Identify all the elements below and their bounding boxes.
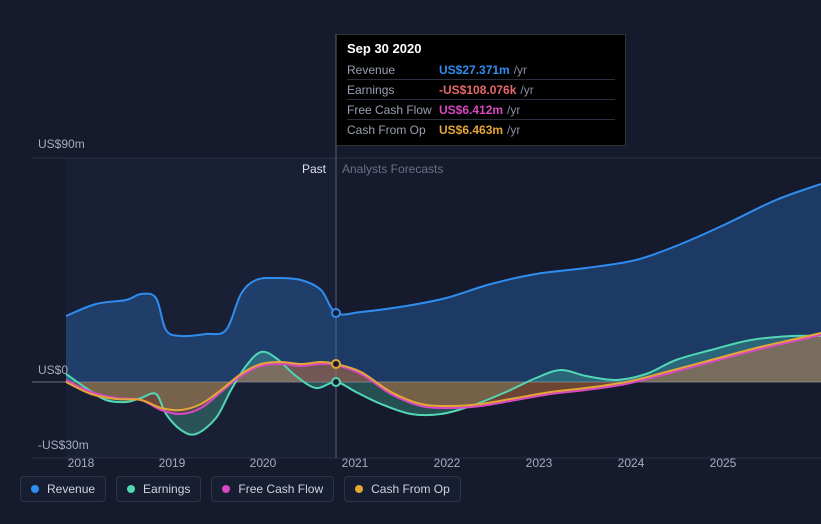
legend: Revenue Earnings Free Cash Flow Cash Fro… bbox=[20, 476, 461, 502]
legend-label-cfo: Cash From Op bbox=[371, 482, 450, 496]
legend-item-revenue[interactable]: Revenue bbox=[20, 476, 106, 502]
tooltip-row-value: -US$108.076k bbox=[439, 81, 516, 99]
x-axis-label: 2023 bbox=[526, 456, 553, 470]
tooltip: Sep 30 2020 RevenueUS$27.371m/yrEarnings… bbox=[336, 34, 626, 146]
legend-item-fcf[interactable]: Free Cash Flow bbox=[211, 476, 334, 502]
x-axis-label: 2024 bbox=[618, 456, 645, 470]
tooltip-row-value: US$6.463m bbox=[439, 121, 503, 139]
tooltip-row: RevenueUS$27.371m/yr bbox=[347, 60, 615, 79]
tooltip-row-unit: /yr bbox=[507, 121, 520, 139]
tooltip-row-value: US$27.371m bbox=[439, 61, 510, 79]
x-axis-label: 2025 bbox=[710, 456, 737, 470]
y-label-0: US$0 bbox=[38, 363, 68, 377]
x-axis-label: 2021 bbox=[342, 456, 369, 470]
tooltip-row-unit: /yr bbox=[514, 61, 527, 79]
tooltip-row-label: Free Cash Flow bbox=[347, 101, 439, 119]
tooltip-row-label: Cash From Op bbox=[347, 121, 439, 139]
x-axis-label: 2022 bbox=[434, 456, 461, 470]
x-axis-label: 2019 bbox=[159, 456, 186, 470]
legend-item-cfo[interactable]: Cash From Op bbox=[344, 476, 461, 502]
tooltip-row: Free Cash FlowUS$6.412m/yr bbox=[347, 99, 615, 119]
marker-earnings bbox=[332, 378, 340, 386]
tooltip-row: Earnings-US$108.076k/yr bbox=[347, 79, 615, 99]
tooltip-row: Cash From OpUS$6.463m/yr bbox=[347, 119, 615, 139]
financial-chart: US$90m US$0 -US$30m 2018 2019 2020 2021 2022… bbox=[16, 16, 805, 508]
region-label-forecast: Analysts Forecasts bbox=[342, 162, 443, 176]
legend-item-earnings[interactable]: Earnings bbox=[116, 476, 201, 502]
legend-swatch-earnings bbox=[127, 485, 135, 493]
legend-swatch-revenue bbox=[31, 485, 39, 493]
region-label-past: Past bbox=[302, 162, 326, 176]
legend-label-earnings: Earnings bbox=[143, 482, 190, 496]
tooltip-row-label: Revenue bbox=[347, 61, 439, 79]
tooltip-row-value: US$6.412m bbox=[439, 101, 503, 119]
y-label-90m: US$90m bbox=[38, 137, 85, 151]
tooltip-row-label: Earnings bbox=[347, 81, 439, 99]
legend-label-revenue: Revenue bbox=[47, 482, 95, 496]
tooltip-row-unit: /yr bbox=[507, 101, 520, 119]
legend-swatch-cfo bbox=[355, 485, 363, 493]
marker-revenue bbox=[332, 309, 340, 317]
y-label-neg30m: -US$30m bbox=[38, 438, 89, 452]
x-axis-label: 2020 bbox=[250, 456, 277, 470]
x-axis-label: 2018 bbox=[68, 456, 95, 470]
tooltip-date: Sep 30 2020 bbox=[347, 41, 615, 56]
legend-label-fcf: Free Cash Flow bbox=[238, 482, 323, 496]
marker-cash-from-op bbox=[332, 360, 340, 368]
legend-swatch-fcf bbox=[222, 485, 230, 493]
tooltip-row-unit: /yr bbox=[520, 81, 533, 99]
